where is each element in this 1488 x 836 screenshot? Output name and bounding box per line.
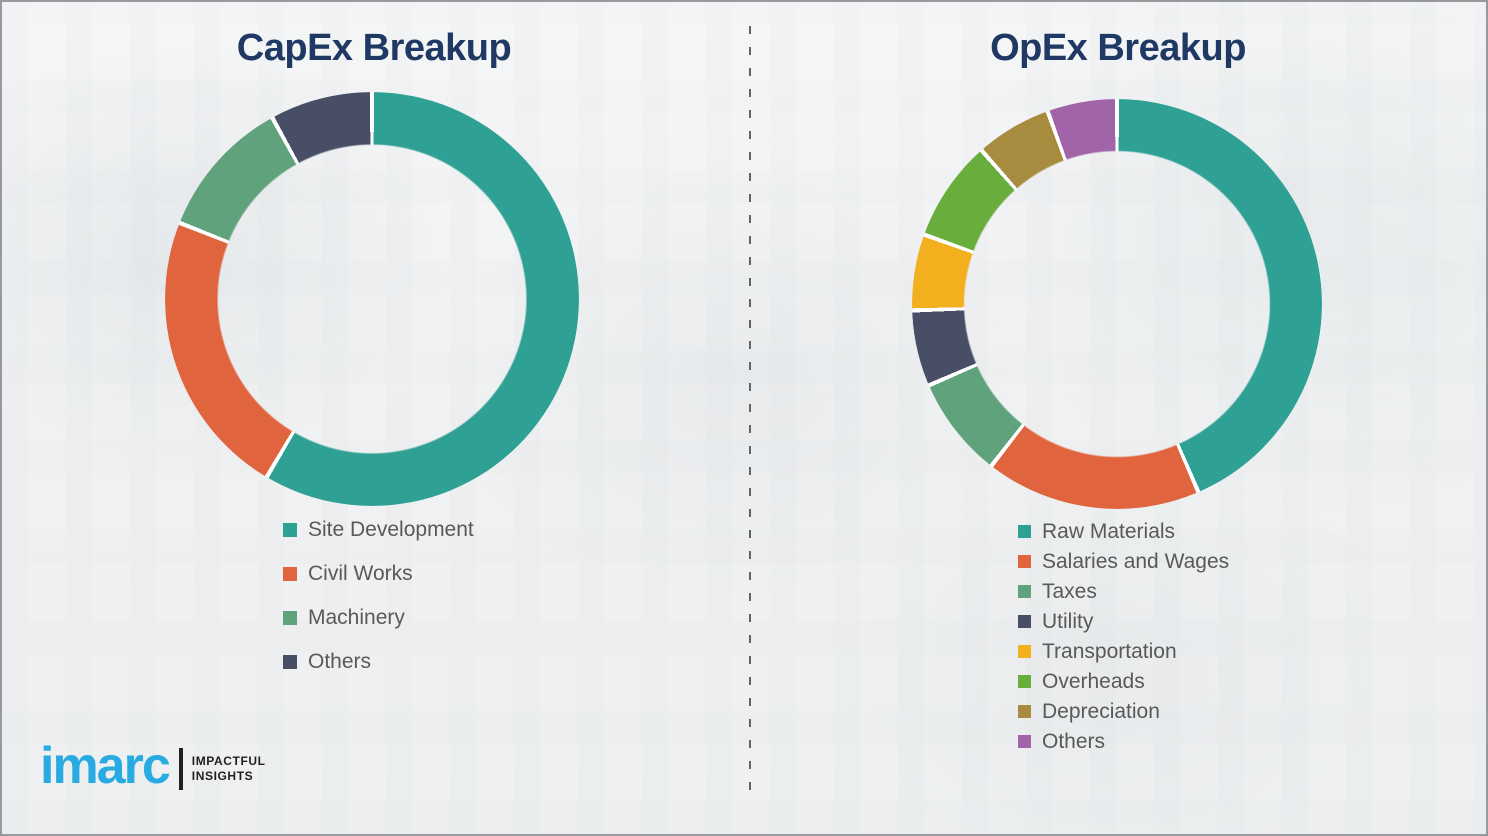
legend-item: Transportation bbox=[1018, 641, 1229, 662]
legend-item: Taxes bbox=[1018, 581, 1229, 602]
legend-item: Depreciation bbox=[1018, 701, 1229, 722]
legend-item: Utility bbox=[1018, 611, 1229, 632]
capex-chart-title: CapEx Breakup bbox=[236, 27, 512, 69]
opex-panel: OpEx Breakup Raw Materials Salaries and W… bbox=[746, 2, 1486, 834]
legend-swatch bbox=[1018, 735, 1031, 748]
legend-label: Site Development bbox=[308, 518, 474, 541]
legend-swatch bbox=[1018, 705, 1031, 718]
opex-legend: Raw Materials Salaries and Wages Taxes Util… bbox=[1018, 521, 1229, 752]
legend-swatch bbox=[1018, 525, 1031, 538]
legend-label: Raw Materials bbox=[1042, 520, 1176, 543]
capex-panel: CapEx Breakup Site Development Civil Work… bbox=[2, 2, 746, 834]
legend-item: Site Development bbox=[283, 519, 474, 540]
legend-swatch bbox=[283, 654, 297, 669]
legend-label: Transportation bbox=[1042, 640, 1177, 663]
legend-item: Raw Materials bbox=[1018, 521, 1229, 542]
capex-donut-chart bbox=[165, 92, 579, 506]
legend-label: Others bbox=[308, 650, 372, 673]
legend-item: Overheads bbox=[1018, 671, 1229, 692]
legend-item: Others bbox=[1018, 731, 1229, 752]
legend-swatch bbox=[1018, 555, 1031, 568]
legend-item: Others bbox=[283, 651, 474, 672]
legend-label: Overheads bbox=[1042, 670, 1145, 693]
legend-label: Salaries and Wages bbox=[1042, 550, 1230, 573]
legend-swatch bbox=[283, 522, 297, 537]
legend-label: Depreciation bbox=[1042, 700, 1160, 723]
imarc-tagline-line1: IMPACTFUL bbox=[191, 754, 266, 768]
imarc-tagline-line2: INSIGHTS bbox=[191, 769, 254, 783]
logo-divider-bar bbox=[178, 748, 183, 790]
imarc-tagline: IMPACTFUL INSIGHTS bbox=[192, 754, 266, 784]
opex-donut-chart bbox=[912, 99, 1322, 509]
imarc-logo: imarc IMPACTFUL INSIGHTS bbox=[40, 738, 266, 800]
legend-label: Taxes bbox=[1042, 580, 1097, 603]
legend-label: Utility bbox=[1042, 610, 1094, 633]
legend-label: Machinery bbox=[308, 606, 405, 629]
legend-item: Civil Works bbox=[283, 563, 474, 584]
legend-swatch bbox=[1018, 645, 1031, 658]
legend-swatch bbox=[1018, 615, 1031, 628]
legend-item: Salaries and Wages bbox=[1018, 551, 1229, 572]
panel-divider-dashed-line bbox=[749, 26, 751, 794]
legend-swatch bbox=[283, 610, 297, 625]
legend-item: Machinery bbox=[283, 607, 474, 628]
legend-label: Civil Works bbox=[308, 562, 413, 585]
capex-legend: Site Development Civil Works Machinery Othe… bbox=[283, 519, 474, 672]
legend-label: Others bbox=[1042, 730, 1106, 753]
opex-chart-title: OpEx Breakup bbox=[990, 27, 1246, 69]
legend-swatch bbox=[1018, 675, 1031, 688]
legend-swatch bbox=[1018, 585, 1031, 598]
legend-swatch bbox=[283, 566, 297, 581]
imarc-logo-text: imarc bbox=[40, 737, 171, 795]
